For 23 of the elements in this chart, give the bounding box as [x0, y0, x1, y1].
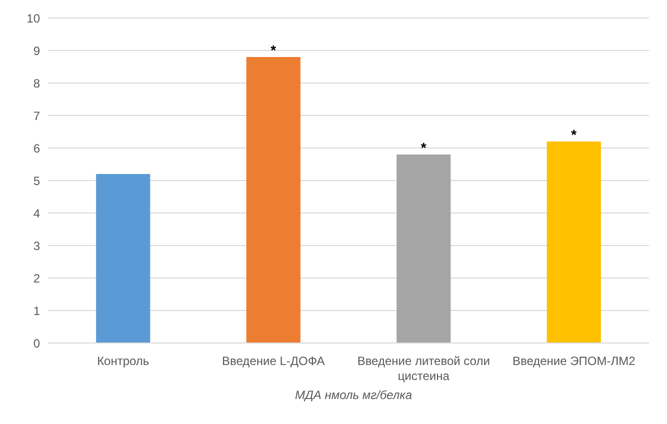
- annotation: *: [571, 126, 578, 142]
- bar: [96, 174, 150, 343]
- x-tick-label: Введение L-ДОФА: [222, 354, 325, 368]
- y-tick-label: 3: [33, 238, 40, 253]
- bar: [246, 57, 300, 343]
- y-tick-label: 7: [33, 108, 40, 123]
- annotation: *: [270, 42, 277, 58]
- y-tick-label: 2: [33, 271, 40, 286]
- y-tick-label: 1: [33, 304, 40, 318]
- y-tick-label: 0: [33, 336, 40, 350]
- x-tick-label: Введение ЭПОМ-ЛМ2: [512, 354, 636, 368]
- y-tick-label: 9: [33, 44, 40, 58]
- y-tick-label: 4: [33, 206, 40, 220]
- x-tick-label: Контроль: [97, 354, 150, 368]
- y-tick-label: 10: [26, 11, 40, 26]
- x-tick-label: Введение литевой соли цистеина: [357, 354, 490, 383]
- y-tick-label: 8: [33, 76, 40, 90]
- x-axis-title: МДА нмоль мг/белка: [294, 388, 414, 402]
- bar: [546, 142, 601, 343]
- y-tick-label: 6: [33, 141, 40, 156]
- y-tick-label: 5: [33, 174, 40, 188]
- annotation: *: [420, 140, 427, 156]
- bar: [396, 154, 451, 343]
